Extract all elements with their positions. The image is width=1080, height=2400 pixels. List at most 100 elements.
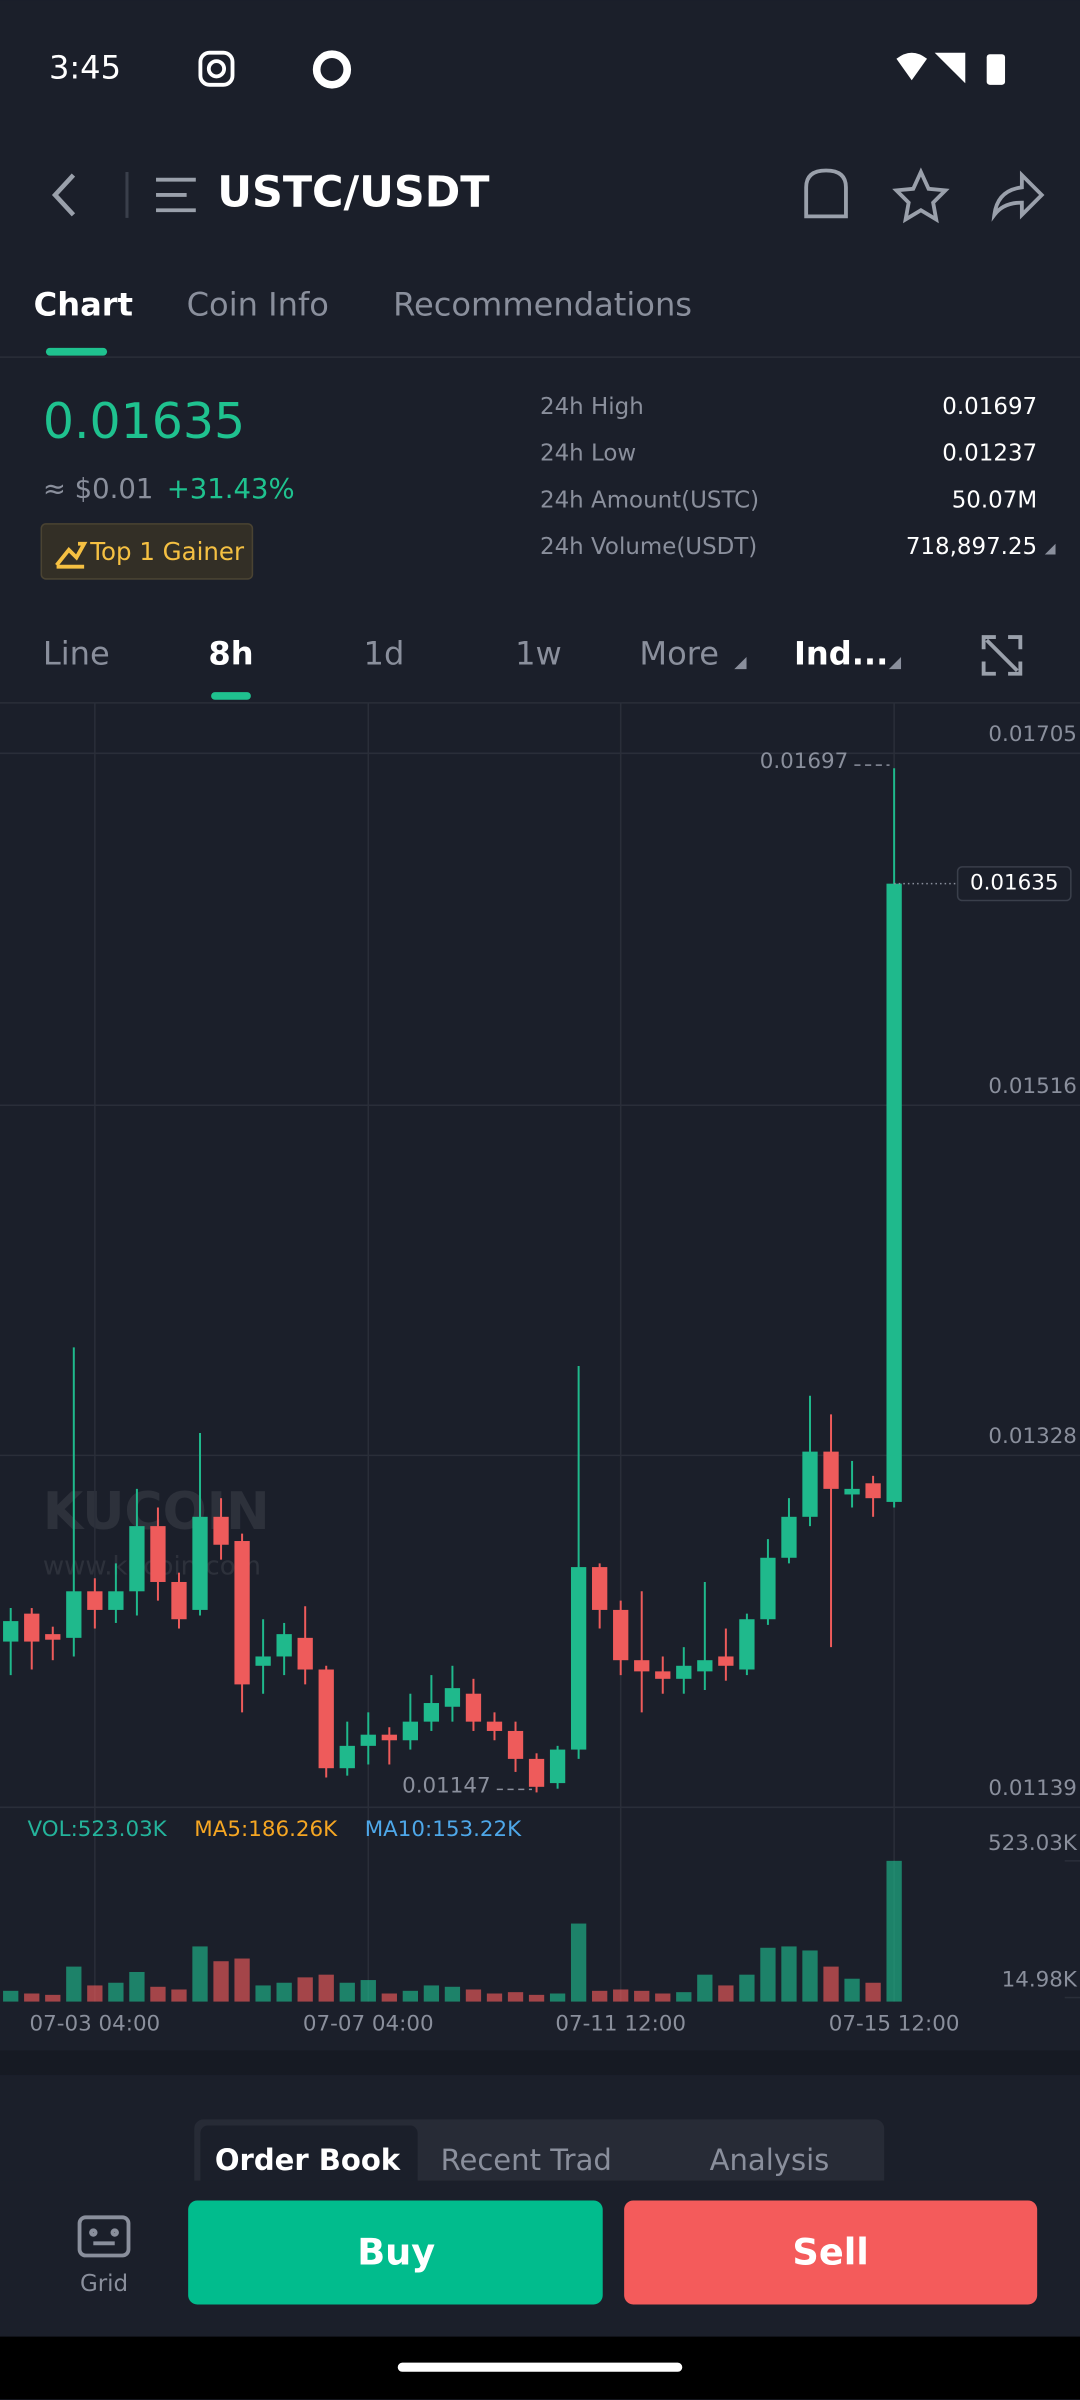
- badge-icon: [55, 541, 88, 569]
- candle-body: [360, 1734, 376, 1746]
- candle-body: [339, 1745, 355, 1769]
- stats: 24h High 0.01697 24h Low 0.01237 24h Amount(…: [540, 394, 1056, 560]
- back-button[interactable]: [51, 173, 76, 217]
- volume-bar: [697, 1974, 713, 2002]
- low-label: 0.01147: [402, 1773, 491, 1798]
- candle-body: [570, 1567, 587, 1750]
- candle-body: [781, 1516, 797, 1558]
- volume-bar: [318, 1974, 334, 2002]
- candle-body: [255, 1656, 271, 1666]
- status-icons: [198, 50, 1006, 89]
- bottom-tab[interactable]: Recent Trad: [441, 2143, 612, 2177]
- volume-bar: [108, 1982, 124, 2002]
- tab-indicator: [45, 347, 108, 356]
- volume-legend: VOL:523.03K: [28, 1817, 168, 1842]
- volume-bar: [739, 1974, 755, 2002]
- buy-label[interactable]: Buy: [357, 2230, 435, 2273]
- volume-bar: [444, 1986, 461, 2002]
- candle-body: [108, 1591, 124, 1610]
- candle-body: [802, 1451, 818, 1517]
- home-indicator[interactable]: [397, 2362, 683, 2372]
- grid-label[interactable]: Grid: [80, 2271, 128, 2297]
- candle-body: [381, 1734, 397, 1741]
- tab[interactable]: Recommendations: [393, 286, 692, 324]
- fullscreen[interactable]: [981, 635, 1023, 676]
- stat-value: 0.01697: [942, 394, 1037, 420]
- interval[interactable]: 1d: [364, 634, 405, 672]
- volume-bar: [886, 1860, 902, 2002]
- candle-body: [3, 1621, 19, 1642]
- tab[interactable]: Coin Info: [187, 286, 329, 324]
- candle-body: [150, 1526, 166, 1582]
- grid-icon[interactable]: [77, 2215, 131, 2258]
- stat-value: 718,897.25: [906, 534, 1037, 560]
- interval-more[interactable]: More: [639, 634, 719, 672]
- volume-tick-label: 523.03K: [988, 1831, 1078, 1856]
- menu-icon[interactable]: [156, 177, 196, 213]
- volume-bar: [150, 1986, 166, 2002]
- volume-bar: [865, 1982, 881, 2002]
- x-tick-label: 07-07 04:00: [303, 2012, 434, 2037]
- volume-bar: [360, 1980, 376, 2002]
- bottom-tab[interactable]: Analysis: [710, 2143, 830, 2177]
- candle-body: [655, 1671, 671, 1679]
- fiat-price: ≈ $0.01: [43, 473, 154, 505]
- volume-bar: [613, 1989, 629, 2002]
- volume-bar: [549, 1993, 566, 2002]
- candle-body: [45, 1634, 61, 1640]
- volume-bar: [234, 1958, 250, 2002]
- volume-bar: [634, 1990, 650, 2002]
- candle-body: [697, 1660, 713, 1672]
- x-tick-label: 07-15 12:00: [829, 2012, 960, 2037]
- volume-bar: [781, 1946, 797, 2002]
- volume-bar: [297, 1977, 313, 2002]
- volume-bar: [339, 1982, 355, 2002]
- y-tick-label: 0.01139: [988, 1776, 1077, 1801]
- sell-label[interactable]: Sell: [792, 2230, 868, 2273]
- candle-body: [66, 1591, 82, 1638]
- candle-body: [276, 1634, 292, 1657]
- candle-body: [865, 1483, 881, 1499]
- sell-button[interactable]: [624, 2200, 1038, 2305]
- volume-bar: [402, 1990, 419, 2002]
- volume-bar: [381, 1993, 397, 2002]
- candle-body: [192, 1516, 208, 1610]
- volume-bar: [844, 1978, 860, 2002]
- change: +31.43%: [167, 473, 295, 505]
- candle-body: [676, 1665, 692, 1679]
- interval[interactable]: Line: [43, 634, 110, 672]
- volume-bar: [45, 1994, 61, 2002]
- interval[interactable]: 1w: [515, 634, 562, 672]
- interval-indicator: [211, 692, 251, 700]
- candle-body: [823, 1451, 839, 1489]
- volume-bar: [423, 1985, 440, 2002]
- volume-bar: [66, 1966, 82, 2002]
- badge: [40, 523, 254, 580]
- volume-bar: [760, 1947, 776, 2002]
- candle-body: [549, 1749, 566, 1784]
- last-price-box: [956, 866, 1072, 902]
- interval[interactable]: 8h: [208, 634, 253, 672]
- volume-bar: [171, 1989, 187, 2002]
- candle-body: [592, 1567, 608, 1610]
- candle-body: [844, 1488, 860, 1495]
- candle-body: [886, 883, 902, 1502]
- candle-body: [318, 1669, 334, 1769]
- candle-body: [24, 1613, 40, 1642]
- sheet-gap: [0, 2050, 1080, 2076]
- pair-title[interactable]: USTC/USDT: [217, 167, 489, 217]
- volume-bar: [213, 1961, 229, 2002]
- header-icons[interactable]: [804, 167, 1045, 224]
- last-price-label: 0.01635: [970, 871, 1059, 896]
- volume-bar: [255, 1985, 271, 2002]
- candle-body: [507, 1730, 524, 1759]
- indicators[interactable]: Ind...: [794, 634, 888, 672]
- buy-button[interactable]: [188, 2200, 603, 2305]
- tab[interactable]: Chart: [34, 286, 133, 324]
- bottom-tab[interactable]: Order Book: [215, 2143, 401, 2177]
- candle-body: [465, 1693, 482, 1722]
- volume-bar: [570, 1923, 587, 2002]
- stat-label: 24h High: [540, 394, 644, 420]
